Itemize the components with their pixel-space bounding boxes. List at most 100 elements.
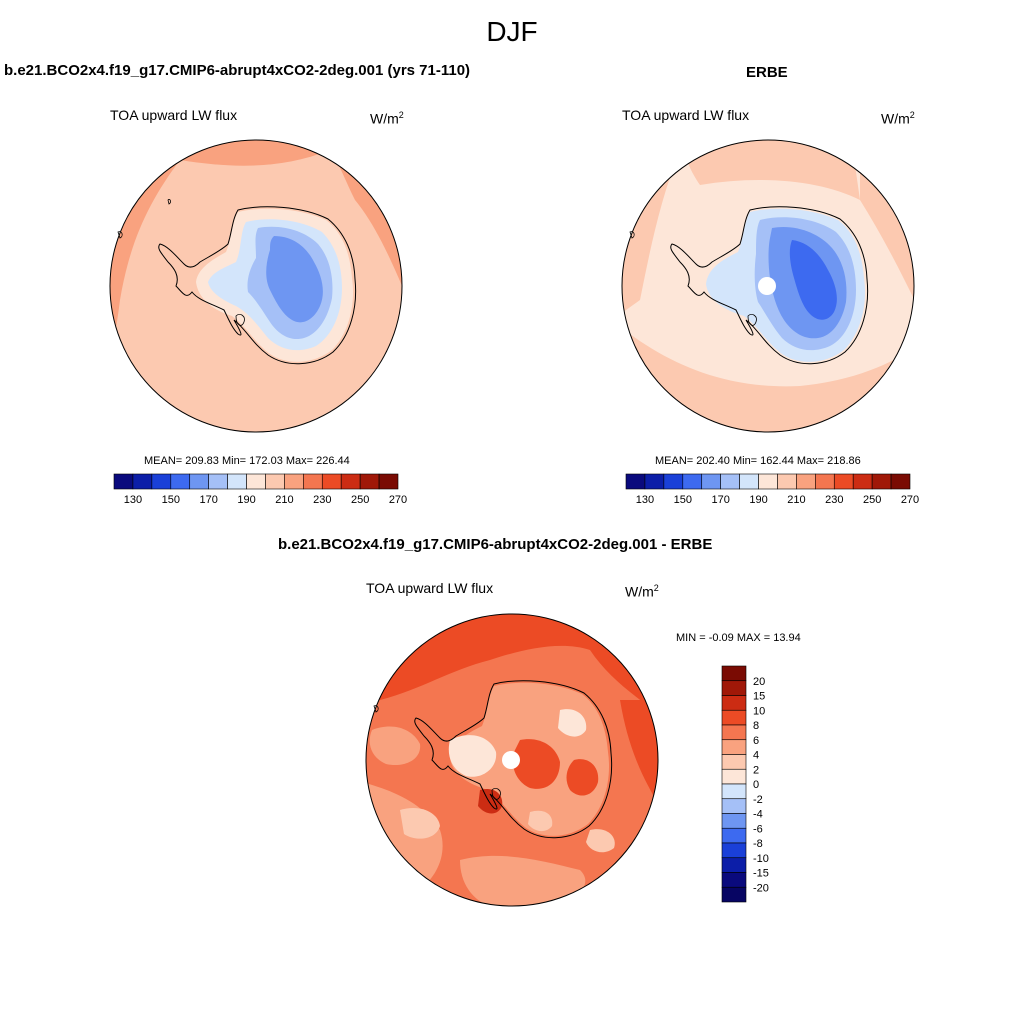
panel1-island-2 bbox=[117, 231, 123, 239]
panel1-colorbar-tick-label: 210 bbox=[275, 494, 293, 506]
page-title: DJF bbox=[486, 16, 538, 47]
panel3-colorbar-cell bbox=[721, 842, 747, 859]
panel3-title: b.e21.BCO2x4.f19_g17.CMIP6-abrupt4xCO2-2… bbox=[278, 536, 713, 553]
panel2-island-2 bbox=[629, 231, 635, 239]
panel3-pale-patch-continent bbox=[448, 735, 497, 777]
panel1-colorbar-cell bbox=[378, 473, 399, 490]
panel3-colorbar-tick-label: 10 bbox=[753, 705, 765, 717]
panel3-colorbar-cell bbox=[721, 695, 747, 711]
panel3-map-border bbox=[365, 613, 659, 907]
panel2-colorbar-cell bbox=[758, 473, 778, 490]
panel3-map bbox=[365, 613, 659, 907]
panel1-island-1 bbox=[235, 314, 245, 326]
panel1-colorbar-cell bbox=[208, 473, 228, 490]
panel3-pale-patch-south bbox=[528, 810, 553, 832]
panel3-colorbar-tick-label: 15 bbox=[753, 691, 765, 703]
panel2-colorbar-tick-label: 210 bbox=[787, 494, 805, 506]
panel3-stats: MIN = -0.09 MAX = 13.94 bbox=[676, 632, 801, 644]
panel3-colorbar-tick-label: -15 bbox=[753, 868, 769, 880]
panel3-colorbar-tick-label: -8 bbox=[753, 838, 763, 850]
panel1-stats: MEAN= 209.83 Min= 172.03 Max= 226.44 bbox=[144, 455, 350, 467]
panel3-warm-patch-1 bbox=[512, 739, 560, 789]
panel2-colorbar: 130 150 170 190 210 230 250 270 bbox=[625, 473, 919, 506]
panel1-colorbar-cell bbox=[359, 473, 380, 490]
panel1-colorbar-tick-label: 230 bbox=[313, 494, 331, 506]
panel3-colorbar-tick-label: -6 bbox=[753, 823, 763, 835]
panel3-colorbar-cell bbox=[721, 827, 747, 844]
panel1-colorbar-cell bbox=[321, 473, 342, 490]
panel3-island-1 bbox=[491, 788, 501, 800]
panel2-colorbar-cell bbox=[833, 473, 854, 490]
panel1-variable-label: TOA upward LW flux bbox=[110, 107, 238, 123]
panel1-unit-label: W/m2 bbox=[370, 110, 404, 127]
panel1-unit-base: W/m bbox=[370, 110, 399, 127]
panel2-map-border bbox=[621, 139, 915, 433]
panel3-colorbar-cell bbox=[721, 783, 747, 800]
panel3-pale-patch-2 bbox=[586, 829, 615, 853]
panel3-colorbar-tick-label: -20 bbox=[753, 882, 769, 894]
panel2-colorbar-cell bbox=[796, 473, 816, 490]
panel3-colorbar-cell bbox=[721, 768, 747, 785]
panel3-colorbar-tick-label: 4 bbox=[753, 750, 759, 762]
panel1-colorbar: 130 150 170 190 210 230 250 270 bbox=[113, 473, 407, 506]
panel1-colorbar-cell bbox=[284, 473, 304, 490]
panel1-colorbar-cell bbox=[246, 473, 266, 490]
panel3-colorbar-cell bbox=[721, 709, 747, 726]
panel1-title: b.e21.BCO2x4.f19_g17.CMIP6-abrupt4xCO2-2… bbox=[4, 62, 471, 79]
panel1-colorbar-tick-label: 270 bbox=[389, 494, 407, 506]
panel3-colorbar-cell bbox=[721, 754, 747, 770]
panel3-coastline bbox=[414, 680, 613, 839]
panel2-colorbar-cell bbox=[663, 473, 684, 490]
panel1-unit-exp: 2 bbox=[398, 110, 404, 120]
panel2-colorbar-tick-label: 230 bbox=[825, 494, 843, 506]
panel2-colorbar-tick-label: 130 bbox=[636, 494, 654, 506]
panel3-pale-patch-1 bbox=[400, 807, 440, 839]
panel3-colorbar-cell bbox=[721, 857, 747, 873]
panel1-interior bbox=[266, 236, 323, 323]
panel3-warm-patch-3 bbox=[478, 788, 503, 814]
panel3-island-2 bbox=[373, 705, 379, 713]
panel1-colorbar-cell bbox=[227, 473, 247, 490]
panel2-colorbar-cell bbox=[852, 473, 873, 490]
panel2-coastline bbox=[670, 206, 869, 365]
panel2-missing-data-hole bbox=[758, 277, 776, 295]
panel2-island-1 bbox=[747, 314, 757, 326]
panel3-colorbar-cell bbox=[721, 665, 747, 682]
panel3-colorbar-tick-label: -10 bbox=[753, 853, 769, 865]
panel2-colorbar-cell bbox=[890, 473, 911, 490]
panel2-colorbar-cell bbox=[682, 473, 703, 490]
panel1-colorbar-tick-label: 250 bbox=[351, 494, 369, 506]
panel3-colorbar-cell bbox=[721, 872, 747, 888]
panel3-colorbar-cell bbox=[721, 724, 747, 741]
panel2-unit-base: W/m bbox=[881, 110, 910, 127]
panel3-colorbar-tick-label: 20 bbox=[753, 676, 765, 688]
panel2-colorbar-cell bbox=[644, 473, 665, 490]
panel3-colorbar-cell bbox=[721, 798, 747, 814]
panel2-colorbar-tick-label: 190 bbox=[749, 494, 767, 506]
panel2-colorbar-cell bbox=[815, 473, 835, 490]
panel3-pale-patch-east bbox=[558, 709, 587, 737]
panel3-colorbar-cell bbox=[721, 739, 747, 755]
panel3-colorbar-tick-label: -2 bbox=[753, 794, 763, 806]
panel1-colorbar-cell bbox=[170, 473, 191, 490]
panel2-colorbar-tick-label: 170 bbox=[711, 494, 729, 506]
panel3-variable-label: TOA upward LW flux bbox=[366, 580, 494, 596]
panel1-colorbar-tick-label: 130 bbox=[124, 494, 142, 506]
panel2-colorbar-cell bbox=[720, 473, 740, 490]
panel1-colorbar-tick-label: 150 bbox=[162, 494, 180, 506]
panel3-colorbar-cell bbox=[721, 813, 747, 829]
panel2-unit-label: W/m2 bbox=[881, 110, 915, 127]
panel1-colorbar-tick-label: 170 bbox=[199, 494, 217, 506]
panel1-map bbox=[109, 139, 403, 433]
panel2-title: ERBE bbox=[746, 64, 788, 81]
panel2-interior bbox=[789, 240, 837, 320]
panel1-map-border bbox=[109, 139, 403, 433]
panel1-colorbar-cell bbox=[189, 473, 209, 490]
panel2-colorbar-cell bbox=[871, 473, 892, 490]
panel3-colorbar-tick-label: 0 bbox=[753, 779, 759, 791]
panel2-unit-exp: 2 bbox=[909, 110, 915, 120]
panel3-colorbar-tick-label: 2 bbox=[753, 764, 759, 776]
panel3-light-patch-s bbox=[460, 855, 586, 906]
